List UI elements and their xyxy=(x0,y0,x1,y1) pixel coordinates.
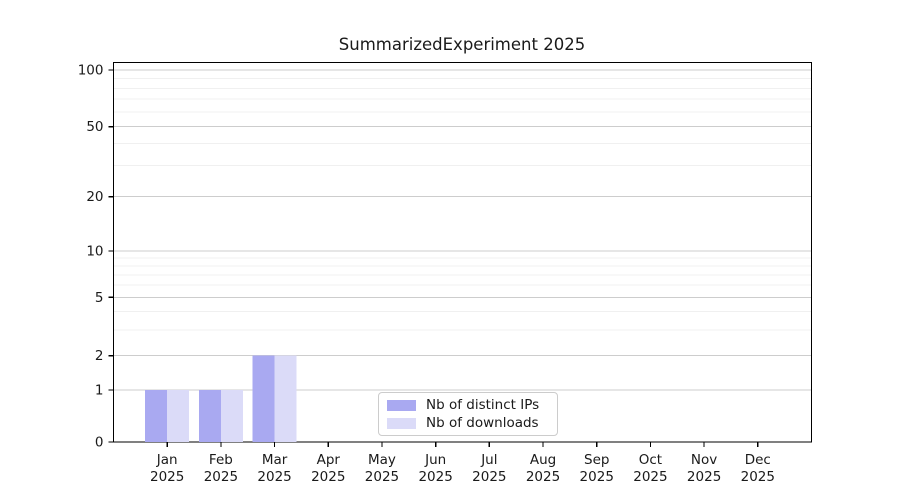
legend-item-downloads: Nb of downloads xyxy=(387,416,557,430)
y-tick-label: 2 xyxy=(95,348,104,364)
x-tick-label-month: Mar xyxy=(262,452,288,468)
y-tick-label: 5 xyxy=(95,290,104,306)
x-tick-label-month: Aug xyxy=(530,452,556,468)
x-tick-label-year: 2025 xyxy=(418,469,452,485)
legend-swatch-downloads xyxy=(387,417,416,429)
x-tick-label-year: 2025 xyxy=(472,469,506,485)
plot-border xyxy=(112,61,813,443)
x-tick-label-month: May xyxy=(368,452,396,468)
x-tick-label-year: 2025 xyxy=(257,469,291,485)
bar-distinct-ips xyxy=(145,390,168,442)
legend-box: Nb of distinct IPs Nb of downloads xyxy=(378,392,558,436)
y-tick-label: 20 xyxy=(86,189,103,205)
y-tick-label: 10 xyxy=(86,244,103,260)
x-tick-label-year: 2025 xyxy=(633,469,667,485)
x-tick-label-month: Jun xyxy=(424,452,446,468)
x-tick-label-year: 2025 xyxy=(526,469,560,485)
x-tick-label-month: Dec xyxy=(745,452,771,468)
bar-downloads xyxy=(167,390,190,442)
y-tick-label: 0 xyxy=(95,435,104,451)
y-tick-label: 100 xyxy=(78,63,104,79)
chart-title: SummarizedExperiment 2025 xyxy=(338,35,586,54)
x-tick-label-year: 2025 xyxy=(150,469,184,485)
bar-downloads xyxy=(274,355,297,442)
bar-distinct-ips xyxy=(198,390,221,442)
legend-label-distinct-ips: Nb of distinct IPs xyxy=(426,397,540,413)
x-tick-label-month: Oct xyxy=(639,452,662,468)
x-tick-label-month: Jul xyxy=(480,452,497,468)
legend-item-distinct-ips: Nb of distinct IPs xyxy=(387,398,557,412)
x-tick-label-year: 2025 xyxy=(311,469,345,485)
x-tick-label-month: Nov xyxy=(691,452,717,468)
x-tick-label-year: 2025 xyxy=(741,469,775,485)
x-tick-label-year: 2025 xyxy=(687,469,721,485)
x-tick-label-year: 2025 xyxy=(365,469,399,485)
x-tick-label-year: 2025 xyxy=(204,469,238,485)
y-tick-label: 1 xyxy=(95,383,104,399)
legend-label-downloads: Nb of downloads xyxy=(426,415,539,431)
x-tick-label-year: 2025 xyxy=(580,469,614,485)
x-tick-label-month: Jan xyxy=(156,452,178,468)
bar-downloads xyxy=(220,390,243,442)
y-tick-label: 50 xyxy=(86,119,103,135)
bar-distinct-ips xyxy=(252,355,275,442)
x-tick-label-month: Feb xyxy=(209,452,233,468)
x-tick-label-month: Apr xyxy=(317,452,341,468)
x-tick-label-month: Sep xyxy=(584,452,609,468)
legend-swatch-distinct-ips xyxy=(387,399,416,411)
